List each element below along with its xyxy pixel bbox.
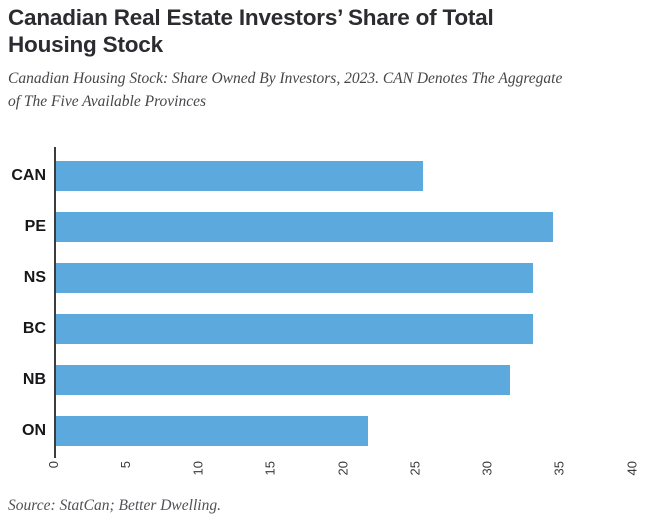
chart-subtitle-line1: Canadian Housing Stock: Share Owned By I… — [8, 70, 563, 87]
y-tick-label-ns: NS — [23, 269, 46, 286]
plot-area — [54, 147, 632, 458]
x-tick-label-15: 15 — [262, 461, 278, 476]
chart-subtitle: Canadian Housing Stock: Share Owned By I… — [8, 67, 644, 113]
x-tick-label-30: 30 — [479, 461, 495, 476]
bar-can — [56, 161, 424, 191]
bar-on — [56, 416, 369, 446]
x-tick-label-35: 35 — [551, 461, 567, 476]
bar-ns — [56, 263, 533, 293]
source-note: Source: StatCan; Better Dwelling. — [8, 497, 221, 514]
y-tick-label-pe: PE — [24, 218, 46, 235]
x-tick-label-25: 25 — [407, 461, 423, 476]
bar-nb — [56, 365, 510, 395]
chart-subtitle-line2: of The Five Available Provinces — [8, 93, 207, 110]
x-tick-label-40: 40 — [624, 461, 639, 476]
chart-title: Canadian Real Estate Investors’ Share of… — [8, 4, 628, 58]
chart-title-line1: Canadian Real Estate Investors’ Share of… — [8, 5, 494, 30]
bar-bc — [56, 314, 533, 344]
x-tick-label-0: 0 — [46, 461, 61, 469]
chart-title-line2: Housing Stock — [8, 32, 163, 57]
x-tick-label-10: 10 — [190, 461, 206, 476]
y-tick-label-bc: BC — [22, 320, 46, 337]
y-tick-label-on: ON — [22, 422, 46, 439]
y-tick-label-can: CAN — [11, 167, 46, 184]
x-tick-label-5: 5 — [118, 461, 134, 469]
x-tick-label-20: 20 — [335, 461, 350, 476]
y-tick-label-nb: NB — [22, 371, 46, 388]
bar-pe — [56, 212, 553, 242]
